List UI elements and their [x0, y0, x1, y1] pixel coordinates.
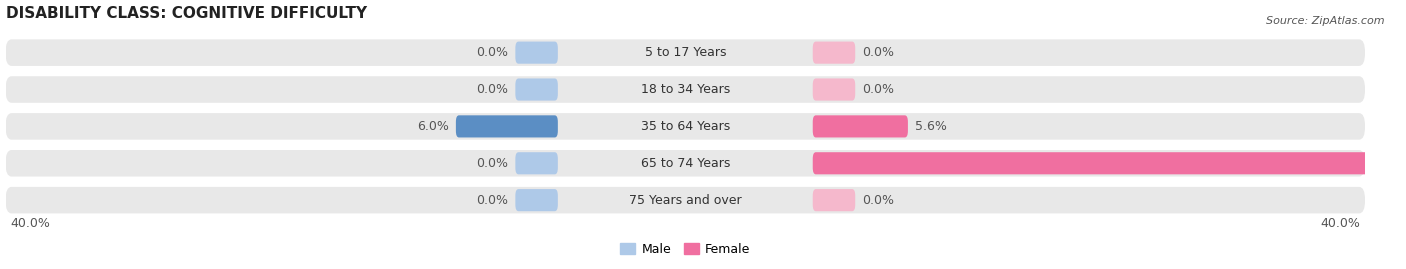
- Text: 40.0%: 40.0%: [1320, 217, 1360, 229]
- FancyBboxPatch shape: [516, 79, 558, 101]
- FancyBboxPatch shape: [516, 42, 558, 64]
- FancyBboxPatch shape: [813, 42, 855, 64]
- Text: 0.0%: 0.0%: [477, 83, 509, 96]
- Text: 0.0%: 0.0%: [477, 194, 509, 207]
- Text: Source: ZipAtlas.com: Source: ZipAtlas.com: [1267, 16, 1385, 26]
- FancyBboxPatch shape: [813, 79, 855, 101]
- Text: 6.0%: 6.0%: [418, 120, 449, 133]
- FancyBboxPatch shape: [813, 115, 908, 137]
- Text: 0.0%: 0.0%: [862, 194, 894, 207]
- Text: 0.0%: 0.0%: [862, 46, 894, 59]
- FancyBboxPatch shape: [6, 39, 1365, 66]
- FancyBboxPatch shape: [813, 189, 855, 211]
- Text: 65 to 74 Years: 65 to 74 Years: [641, 157, 730, 170]
- Text: DISABILITY CLASS: COGNITIVE DIFFICULTY: DISABILITY CLASS: COGNITIVE DIFFICULTY: [6, 6, 367, 20]
- FancyBboxPatch shape: [516, 189, 558, 211]
- Legend: Male, Female: Male, Female: [616, 238, 755, 261]
- FancyBboxPatch shape: [456, 115, 558, 137]
- Text: 40.0%: 40.0%: [11, 217, 51, 229]
- Text: 75 Years and over: 75 Years and over: [628, 194, 741, 207]
- Text: 0.0%: 0.0%: [477, 157, 509, 170]
- FancyBboxPatch shape: [516, 152, 558, 174]
- FancyBboxPatch shape: [6, 187, 1365, 213]
- FancyBboxPatch shape: [6, 113, 1365, 140]
- Text: 5 to 17 Years: 5 to 17 Years: [644, 46, 725, 59]
- FancyBboxPatch shape: [6, 150, 1365, 176]
- Text: 5.6%: 5.6%: [915, 120, 946, 133]
- FancyBboxPatch shape: [813, 152, 1406, 174]
- Text: 35.6%: 35.6%: [1367, 157, 1406, 170]
- Text: 18 to 34 Years: 18 to 34 Years: [641, 83, 730, 96]
- Text: 35 to 64 Years: 35 to 64 Years: [641, 120, 730, 133]
- FancyBboxPatch shape: [6, 76, 1365, 103]
- Text: 0.0%: 0.0%: [477, 46, 509, 59]
- Text: 0.0%: 0.0%: [862, 83, 894, 96]
